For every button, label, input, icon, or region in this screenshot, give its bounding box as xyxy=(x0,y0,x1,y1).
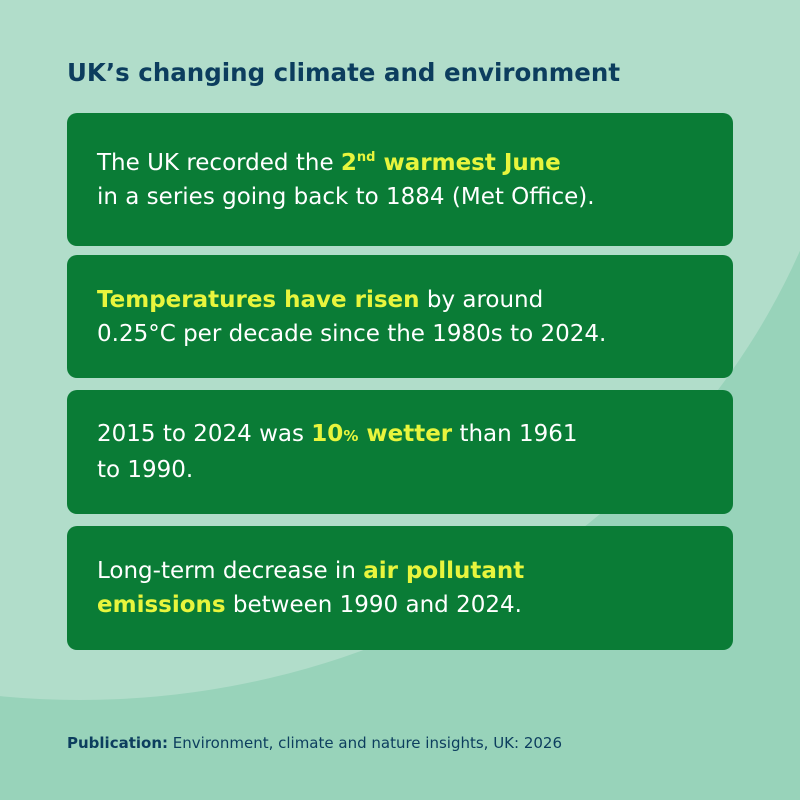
footer-label: Publication: xyxy=(67,734,169,752)
text: by around xyxy=(426,286,544,313)
title: UK’s changing climate and environment xyxy=(67,58,621,87)
card-text: Temperatures have risen by around 0.25°C … xyxy=(97,283,606,351)
text: in a series going back to 1884 (Met Offi… xyxy=(97,183,595,210)
footer-text: Environment, climate and nature insights… xyxy=(172,734,563,752)
text: Long-term decrease in xyxy=(97,558,356,584)
text: The UK recorded the xyxy=(97,149,334,176)
percent-sign: % xyxy=(343,427,359,445)
text: 0.25°C per decade since the 1980s to 202… xyxy=(97,320,607,347)
highlight: emissions xyxy=(97,592,226,618)
text: to 1990. xyxy=(97,457,194,483)
superscript: nd xyxy=(356,149,376,165)
card-text: Long-term decrease in air pollutant emiss… xyxy=(97,554,524,622)
text: warmest June xyxy=(383,149,561,176)
highlight: 2nd warmest June xyxy=(341,150,561,176)
highlight: Temperatures have risen xyxy=(97,286,420,313)
text: than 1961 xyxy=(459,421,578,447)
card: Long-term decrease in air pollutant emiss… xyxy=(67,526,733,650)
card-text: 2015 to 2024 was 10% wetter than 1961 to … xyxy=(97,417,578,487)
card: Temperatures have risen by around 0.25°C … xyxy=(67,255,733,378)
card: 2015 to 2024 was 10% wetter than 1961 to … xyxy=(67,390,733,514)
text: 2 xyxy=(340,149,357,176)
highlight: 10% wetter xyxy=(311,421,452,447)
text: 10 xyxy=(311,421,344,447)
card: The UK recorded the 2nd warmest June in a… xyxy=(67,113,733,246)
text: between 1990 and 2024. xyxy=(232,592,522,618)
text: wetter xyxy=(366,421,453,447)
text: 2015 to 2024 was xyxy=(97,421,304,447)
footer: Publication: Environment, climate and na… xyxy=(67,734,562,752)
card-text: The UK recorded the 2nd warmest June in a… xyxy=(97,146,595,214)
highlight: air pollutant xyxy=(363,558,525,584)
